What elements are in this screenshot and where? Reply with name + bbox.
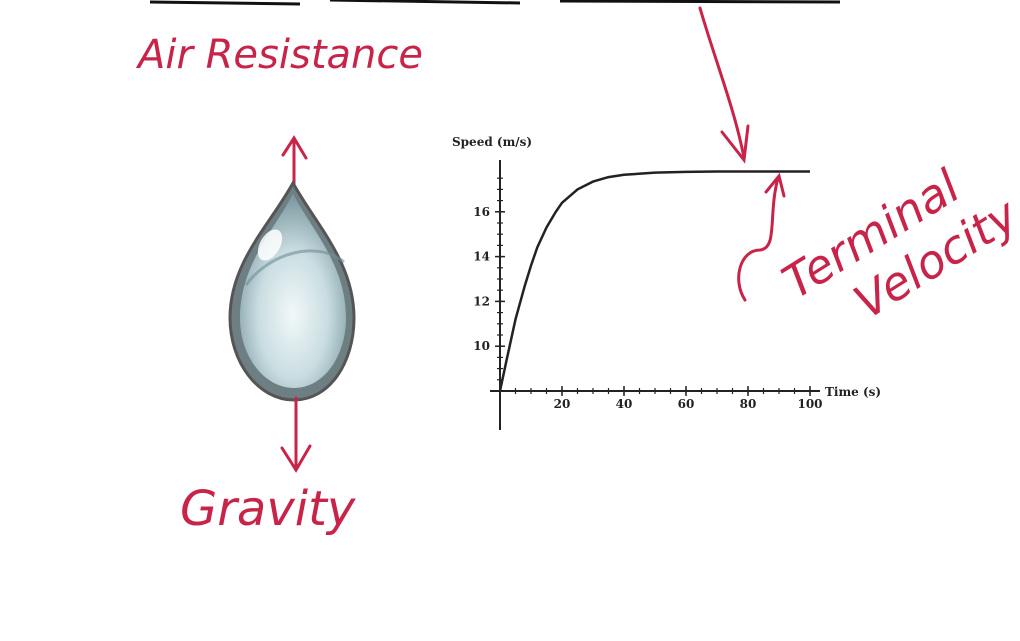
y-tick-label: 14 [473,250,490,264]
x-axis-label: Time (s) [825,385,881,399]
gravity-label: Gravity [180,481,356,537]
x-ticks: 20 40 60 80 100 [554,386,823,411]
x-tick-label: 100 [797,397,822,411]
air-resistance-label: Air Resistance [135,32,423,78]
y-axis-label: Speed (m/s) [452,135,532,149]
x-tick-label: 20 [554,397,571,411]
y-tick-label: 16 [473,205,490,219]
y-ticks: 10 12 14 16 [473,205,505,353]
top-partial-text [149,0,841,6]
x-tick-label: 80 [740,397,757,411]
terminal-velocity-arrow-icon [737,172,786,302]
terminal-velocity-label: Terminal Velocity [773,159,1020,330]
plateau-pointer-arrow-icon [698,6,750,164]
speed-time-chart: Speed (m/s) Time (s) 20 40 60 80 100 1012141… [452,135,881,430]
water-drop-icon [228,179,356,402]
y-tick-label: 10 [473,339,490,353]
y-tick-label: 12 [473,294,490,308]
x-tick-label: 40 [616,397,633,411]
up-arrow-icon [281,135,308,187]
x-tick-label: 60 [678,397,695,411]
down-arrow-icon [280,396,312,473]
speed-curve [498,170,810,392]
